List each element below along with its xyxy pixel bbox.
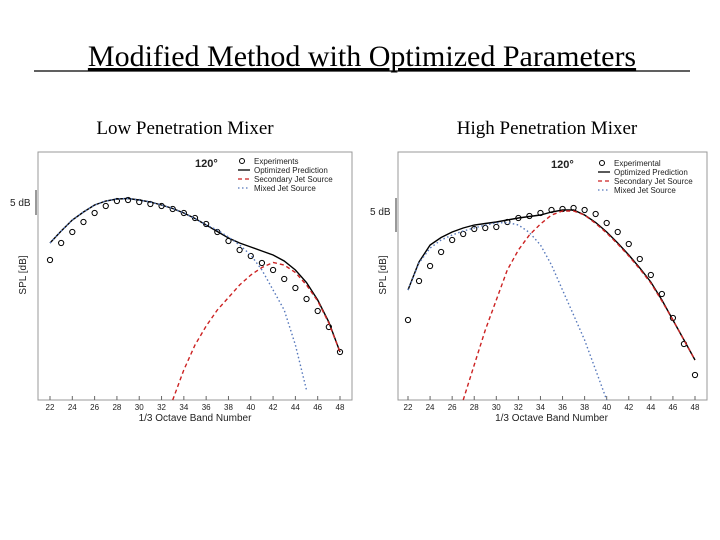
- data-point: [471, 225, 478, 233]
- x-axis-label: 1/3 Octave Band Number: [139, 413, 253, 424]
- data-point: [303, 295, 310, 303]
- data-point: [269, 266, 277, 274]
- data-point: [438, 248, 445, 256]
- legend-label: Secondary Jet Source: [254, 175, 333, 184]
- data-point: [482, 224, 489, 232]
- legend-label: Secondary Jet Source: [614, 177, 693, 186]
- x-tick-label: 48: [691, 403, 700, 412]
- x-tick-label: 34: [179, 403, 188, 412]
- legend-label: Mixed Jet Source: [254, 184, 316, 193]
- x-tick-label: 42: [624, 403, 633, 412]
- x-tick-label: 36: [202, 403, 211, 412]
- data-point: [493, 223, 500, 231]
- x-tick-label: 40: [602, 403, 611, 412]
- data-point: [124, 196, 132, 204]
- series-line: [407, 209, 696, 361]
- data-point: [592, 210, 599, 218]
- slide-title: Modified Method with Optimized Parameter…: [88, 40, 636, 73]
- data-point: [69, 228, 76, 236]
- legend-marker: [599, 160, 605, 166]
- x-tick-label: 38: [580, 403, 589, 412]
- x-tick-label: 30: [492, 403, 501, 412]
- data-point: [46, 256, 54, 264]
- x-tick-label: 22: [404, 403, 413, 412]
- data-point: [614, 228, 621, 236]
- x-tick-label: 30: [135, 403, 144, 412]
- chart-subtitle: Low Penetration Mixer: [96, 118, 274, 139]
- data-point: [636, 255, 643, 263]
- x-axis-label: 1/3 Octave Band Number: [495, 413, 609, 424]
- data-point: [292, 284, 299, 292]
- series-line: [462, 210, 696, 401]
- x-tick-label: 42: [269, 403, 278, 412]
- x-tick-label: 36: [558, 403, 567, 412]
- chart-subtitle: High Penetration Mixer: [457, 118, 638, 139]
- x-tick-label: 28: [112, 403, 121, 412]
- x-tick-label: 44: [291, 403, 300, 412]
- data-point: [603, 219, 610, 227]
- series-line: [407, 221, 608, 401]
- data-point: [415, 277, 423, 285]
- annotation: 120°: [195, 158, 218, 170]
- x-tick-label: 44: [646, 403, 655, 412]
- series-line: [49, 197, 341, 353]
- legend-label: Optimized Prediction: [254, 166, 328, 175]
- legend-marker: [239, 158, 245, 164]
- data-point: [658, 290, 665, 298]
- plot-frame: [37, 151, 353, 401]
- x-tick-label: 32: [514, 403, 523, 412]
- x-tick-label: 24: [426, 403, 435, 412]
- data-point: [258, 259, 266, 267]
- data-point: [80, 218, 87, 226]
- x-tick-label: 40: [246, 403, 255, 412]
- x-tick-label: 34: [536, 403, 545, 412]
- scale-label: 5 dB: [10, 198, 31, 209]
- legend-label: Optimized Prediction: [614, 168, 688, 177]
- series-line: [172, 261, 341, 401]
- data-point: [91, 209, 98, 217]
- series-line: [49, 197, 308, 391]
- data-point: [581, 206, 588, 214]
- data-point: [247, 252, 254, 260]
- legend-label: Experimental: [614, 159, 661, 168]
- x-tick-label: 46: [313, 403, 322, 412]
- scale-label: 5 dB: [370, 207, 391, 218]
- data-point: [449, 236, 456, 244]
- data-point: [281, 275, 288, 283]
- x-tick-label: 26: [90, 403, 99, 412]
- x-tick-label: 48: [336, 403, 345, 412]
- x-tick-label: 28: [470, 403, 479, 412]
- data-point: [691, 371, 699, 379]
- legend-label: Experiments: [254, 157, 298, 166]
- x-tick-label: 32: [157, 403, 166, 412]
- y-axis-label: SPL [dB]: [378, 255, 389, 294]
- legend-label: Mixed Jet Source: [614, 186, 676, 195]
- data-point: [180, 209, 187, 217]
- data-point: [625, 240, 632, 248]
- x-tick-label: 46: [668, 403, 677, 412]
- data-point: [236, 246, 243, 254]
- x-tick-label: 24: [68, 403, 77, 412]
- annotation: 120°: [551, 159, 574, 171]
- x-tick-label: 22: [46, 403, 55, 412]
- y-axis-label: SPL [dB]: [18, 255, 29, 294]
- data-point: [404, 316, 412, 324]
- x-tick-label: 38: [224, 403, 233, 412]
- data-point: [58, 239, 65, 247]
- data-point: [102, 202, 109, 210]
- data-point: [460, 230, 467, 238]
- data-point: [647, 271, 654, 279]
- x-tick-label: 26: [448, 403, 457, 412]
- data-point: [336, 348, 344, 356]
- data-point: [426, 262, 434, 270]
- data-point: [314, 307, 321, 315]
- plot-frame: [397, 151, 708, 401]
